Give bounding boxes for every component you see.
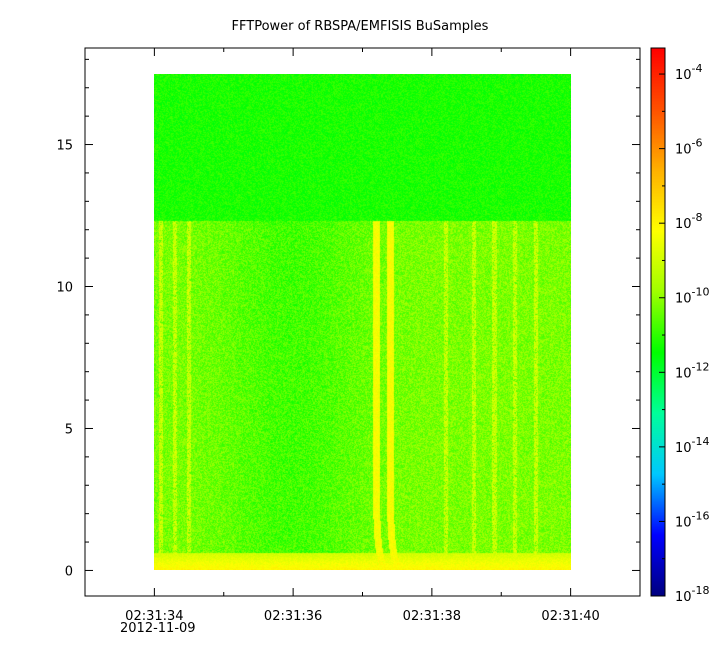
y-tick-label: 10 (56, 281, 73, 296)
x-date-label: 2012-11-09 (120, 621, 196, 636)
colorbar-tick-label: 10-6 (675, 137, 703, 158)
x-tick-label: 02:31:36 (264, 609, 322, 624)
colorbar-tick-label: 10-4 (675, 62, 703, 83)
y-axis: 0 5 10 15 (56, 58, 640, 579)
colorbar-tick-label: 10-12 (675, 360, 710, 381)
y-tick-label: 15 (56, 139, 73, 154)
colorbar-tick-label: 10-14 (675, 435, 710, 456)
x-tick-label: 02:31:40 (541, 609, 599, 624)
colorbar-gradient (651, 48, 665, 596)
colorbar-axis: 10-18 10-16 10-14 10-12 10-10 10-8 10-6 10-4 (659, 62, 710, 605)
y-tick-label: 0 (65, 564, 73, 579)
chart-title: FFTPower of RBSPA/EMFISIS BuSamples (232, 19, 489, 34)
colorbar-tick-label: 10-8 (675, 211, 703, 232)
colorbar-tick-label: 10-10 (675, 286, 710, 307)
x-tick-label: 02:31:38 (403, 609, 461, 624)
colorbar-tick-label: 10-16 (675, 509, 710, 530)
colorbar-tick-label: 10-18 (675, 584, 710, 605)
x-axis: 02:31:34 02:31:36 02:31:38 02:31:40 (84, 48, 641, 624)
colorbar-frame (650, 47, 666, 597)
x-tick-label: 02:31:34 (125, 609, 183, 624)
y-tick-label: 5 (65, 422, 73, 437)
spectrogram-heatmap (154, 74, 571, 570)
